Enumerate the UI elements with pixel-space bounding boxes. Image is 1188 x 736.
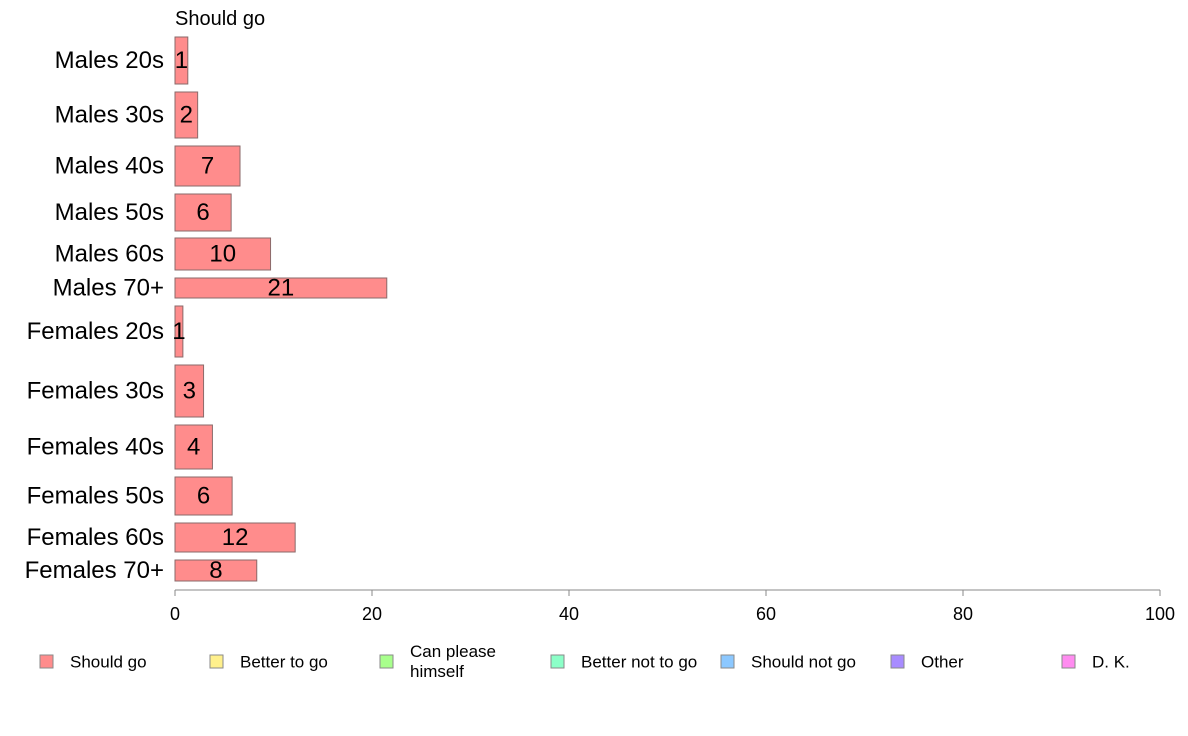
x-tick-label: 20 (362, 604, 382, 624)
category-label: Females 20s (27, 318, 164, 345)
bar (174, 91, 199, 139)
bar-value-label: 1 (175, 47, 188, 74)
chart-title: Should go (175, 8, 265, 30)
bar (174, 145, 241, 187)
legend-swatch (209, 654, 224, 669)
bar-value-label: 12 (222, 524, 249, 551)
legend-swatch (39, 654, 54, 669)
legend-label: D. K. (1092, 653, 1130, 672)
category-label: Females 70+ (25, 557, 164, 584)
legend-label: Better to go (240, 653, 328, 672)
category-label: Males 30s (55, 102, 164, 129)
bar-value-label: 4 (187, 434, 200, 461)
legend-swatch (720, 654, 735, 669)
legend-swatch (890, 654, 905, 669)
bar-value-label: 1 (172, 318, 185, 345)
bar (174, 559, 258, 582)
x-tick-label: 40 (559, 604, 579, 624)
legend-label: Should go (70, 653, 147, 672)
bar (174, 237, 272, 271)
bar-value-label: 2 (180, 102, 193, 129)
bar (174, 364, 205, 418)
legend-swatch (1061, 654, 1076, 669)
legend-swatch (550, 654, 565, 669)
legend-label: Other (921, 653, 964, 672)
bar-value-label: 10 (209, 241, 236, 268)
category-label: Females 50s (27, 483, 164, 510)
x-axis: 0 20 40 60 80 100 (170, 589, 1175, 624)
legend-label: Better not to go (581, 653, 697, 672)
bar-value-label: 3 (183, 378, 196, 405)
bar (174, 193, 232, 232)
x-tick-label: 60 (756, 604, 776, 624)
bar-value-label: 7 (201, 153, 214, 180)
category-label: Males 70+ (53, 275, 164, 302)
bar-value-label: 21 (268, 275, 295, 302)
bar-value-label: 6 (197, 483, 210, 510)
category-label: Females 60s (27, 524, 164, 551)
legend-label: Should not go (751, 653, 856, 672)
x-tick-label: 0 (170, 604, 180, 624)
category-label: Males 50s (55, 199, 164, 226)
bar (174, 36, 189, 85)
bar (174, 424, 213, 470)
bar (174, 277, 388, 299)
x-tick-label: 80 (953, 604, 973, 624)
legend: Should go Better to go Can please himself Be… (39, 642, 1130, 681)
bar-value-label: 8 (209, 557, 222, 584)
bar-value-label: 6 (196, 199, 209, 226)
legend-label: Can please himself (410, 642, 496, 681)
category-label: Males 20s (55, 47, 164, 74)
category-label: Females 40s (27, 434, 164, 461)
category-label: Males 40s (55, 153, 164, 180)
legend-swatch (379, 654, 394, 669)
bar (174, 476, 233, 516)
bars-group: Males 20s 1 Males 30s 2 Males 40s 7 Males 50s 6… (25, 36, 388, 584)
bar (174, 522, 296, 553)
category-label: Males 60s (55, 241, 164, 268)
x-tick-label: 100 (1145, 604, 1175, 624)
bar (174, 305, 184, 358)
category-label: Females 30s (27, 378, 164, 405)
